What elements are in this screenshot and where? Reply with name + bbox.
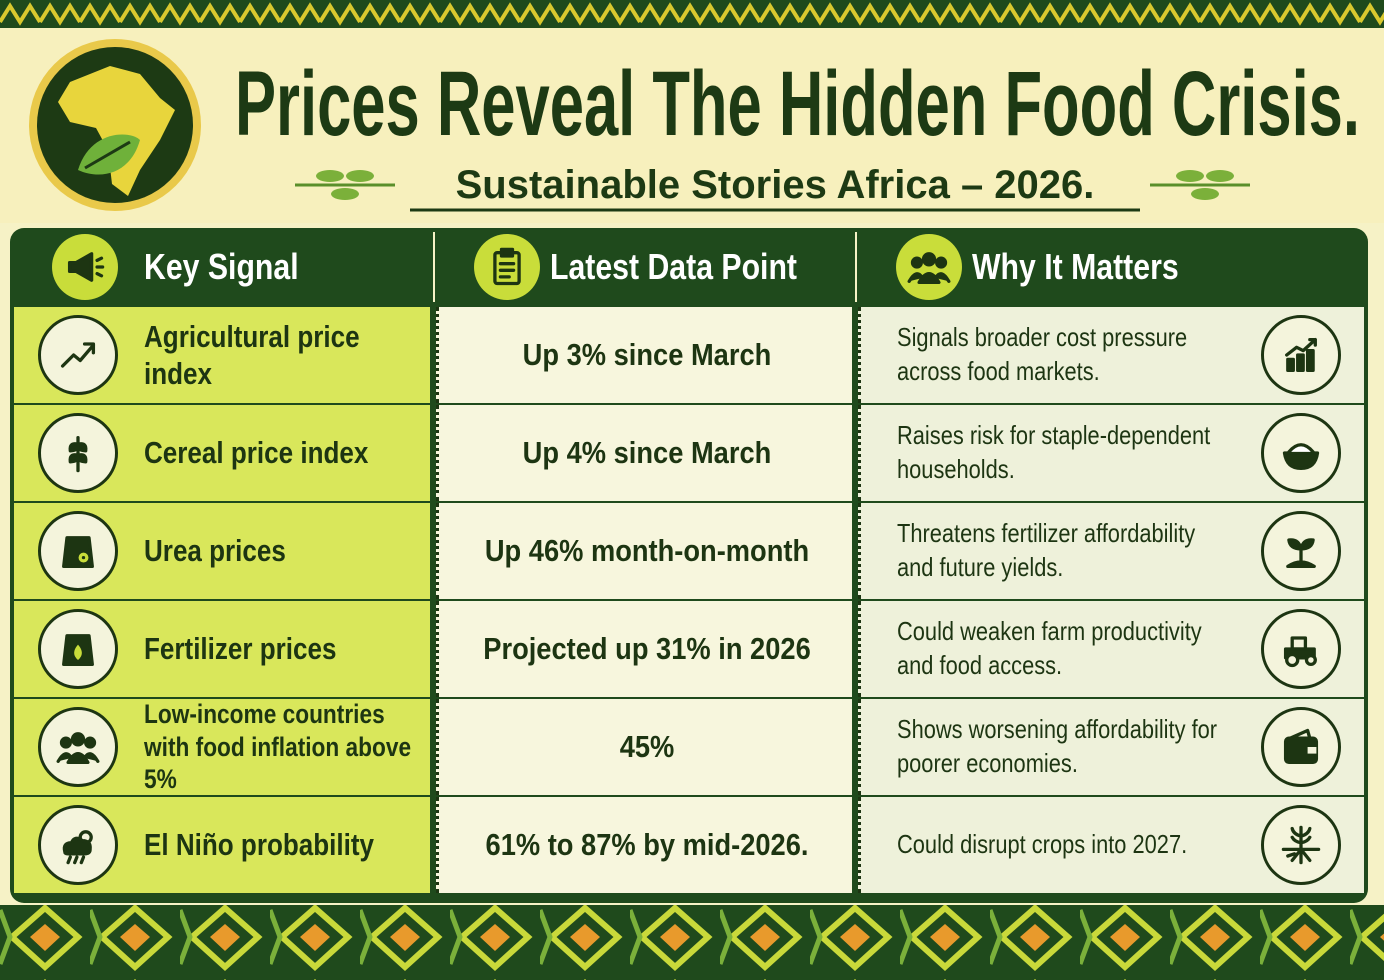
column-divider [433, 232, 435, 302]
table-cell: Fertilizer prices [14, 601, 430, 697]
row-icon [38, 315, 118, 395]
data-point: Up 3% since March [522, 337, 772, 372]
subtitle: Sustainable Stories Africa – 2026. [456, 163, 1095, 207]
data-point: 45% [619, 729, 675, 764]
table-cell: Agricultural price index [14, 307, 430, 403]
table-cell: Threatens fertilizer affordability and f… [858, 503, 1364, 599]
table-cell: 45% [436, 699, 852, 795]
row-icon [38, 511, 118, 591]
header-icon [52, 234, 118, 300]
table-cell: Could disrupt crops into 2027. [858, 797, 1364, 893]
why-it-matters: Raises risk for staple-dependent househo… [897, 420, 1211, 484]
data-point: Up 4% since March [522, 435, 772, 470]
table-cell: Signals broader cost pressure across foo… [858, 307, 1364, 403]
column-header: Key Signal [144, 246, 299, 287]
row-icon [38, 707, 118, 787]
why-it-matters: Shows worsening affordability for poorer… [897, 714, 1218, 778]
table-cell: Urea prices [14, 503, 430, 599]
row-icon [1261, 609, 1341, 689]
table-cell: Raises risk for staple-dependent househo… [858, 405, 1364, 501]
column-header: Why It Matters [972, 246, 1179, 287]
key-signal: Cereal price index [144, 435, 369, 471]
table-cell: Cereal price index [14, 405, 430, 501]
why-it-matters: Threatens fertilizer affordability and f… [897, 518, 1196, 582]
table-cell: El Niño probability [14, 797, 430, 893]
row-icon [38, 609, 118, 689]
data-point: Projected up 31% in 2026 [483, 631, 811, 666]
table-cell: Projected up 31% in 2026 [436, 601, 852, 697]
row-icon [1261, 511, 1341, 591]
table-cell: Shows worsening affordability for poorer… [858, 699, 1364, 795]
table-cell: 61% to 87% by mid-2026. [436, 797, 852, 893]
data-point: 61% to 87% by mid-2026. [485, 827, 809, 862]
table-cell: Low-income countries with food inflation… [14, 699, 430, 795]
column-header: Latest Data Point [550, 246, 797, 287]
table-cell: Up 3% since March [436, 307, 852, 403]
row-icon [1261, 413, 1341, 493]
row-icon [38, 413, 118, 493]
key-signal: Low-income countries with food inflation… [144, 699, 412, 795]
why-it-matters: Could weaken farm productivity and food … [897, 616, 1202, 680]
row-icon [1261, 707, 1341, 787]
key-signal: Agricultural price index [144, 318, 360, 391]
column-divider [855, 232, 857, 302]
data-point: Up 46% month-on-month [484, 533, 810, 568]
title: Prices Reveal The Hidden Food Crisis. [235, 53, 1360, 155]
why-it-matters: Signals broader cost pressure across foo… [897, 322, 1188, 386]
row-icon [1261, 315, 1341, 395]
table-cell: Could weaken farm productivity and food … [858, 601, 1364, 697]
key-signal: Urea prices [144, 533, 286, 569]
header-icon [896, 234, 962, 300]
table-cell: Up 4% since March [436, 405, 852, 501]
row-icon [38, 805, 118, 885]
table-cell: Up 46% month-on-month [436, 503, 852, 599]
why-it-matters: Could disrupt crops into 2027. [897, 829, 1188, 860]
key-signal: Fertilizer prices [144, 631, 337, 667]
row-icon [1261, 805, 1341, 885]
header-icon [474, 234, 540, 300]
key-signal: El Niño probability [144, 827, 375, 863]
